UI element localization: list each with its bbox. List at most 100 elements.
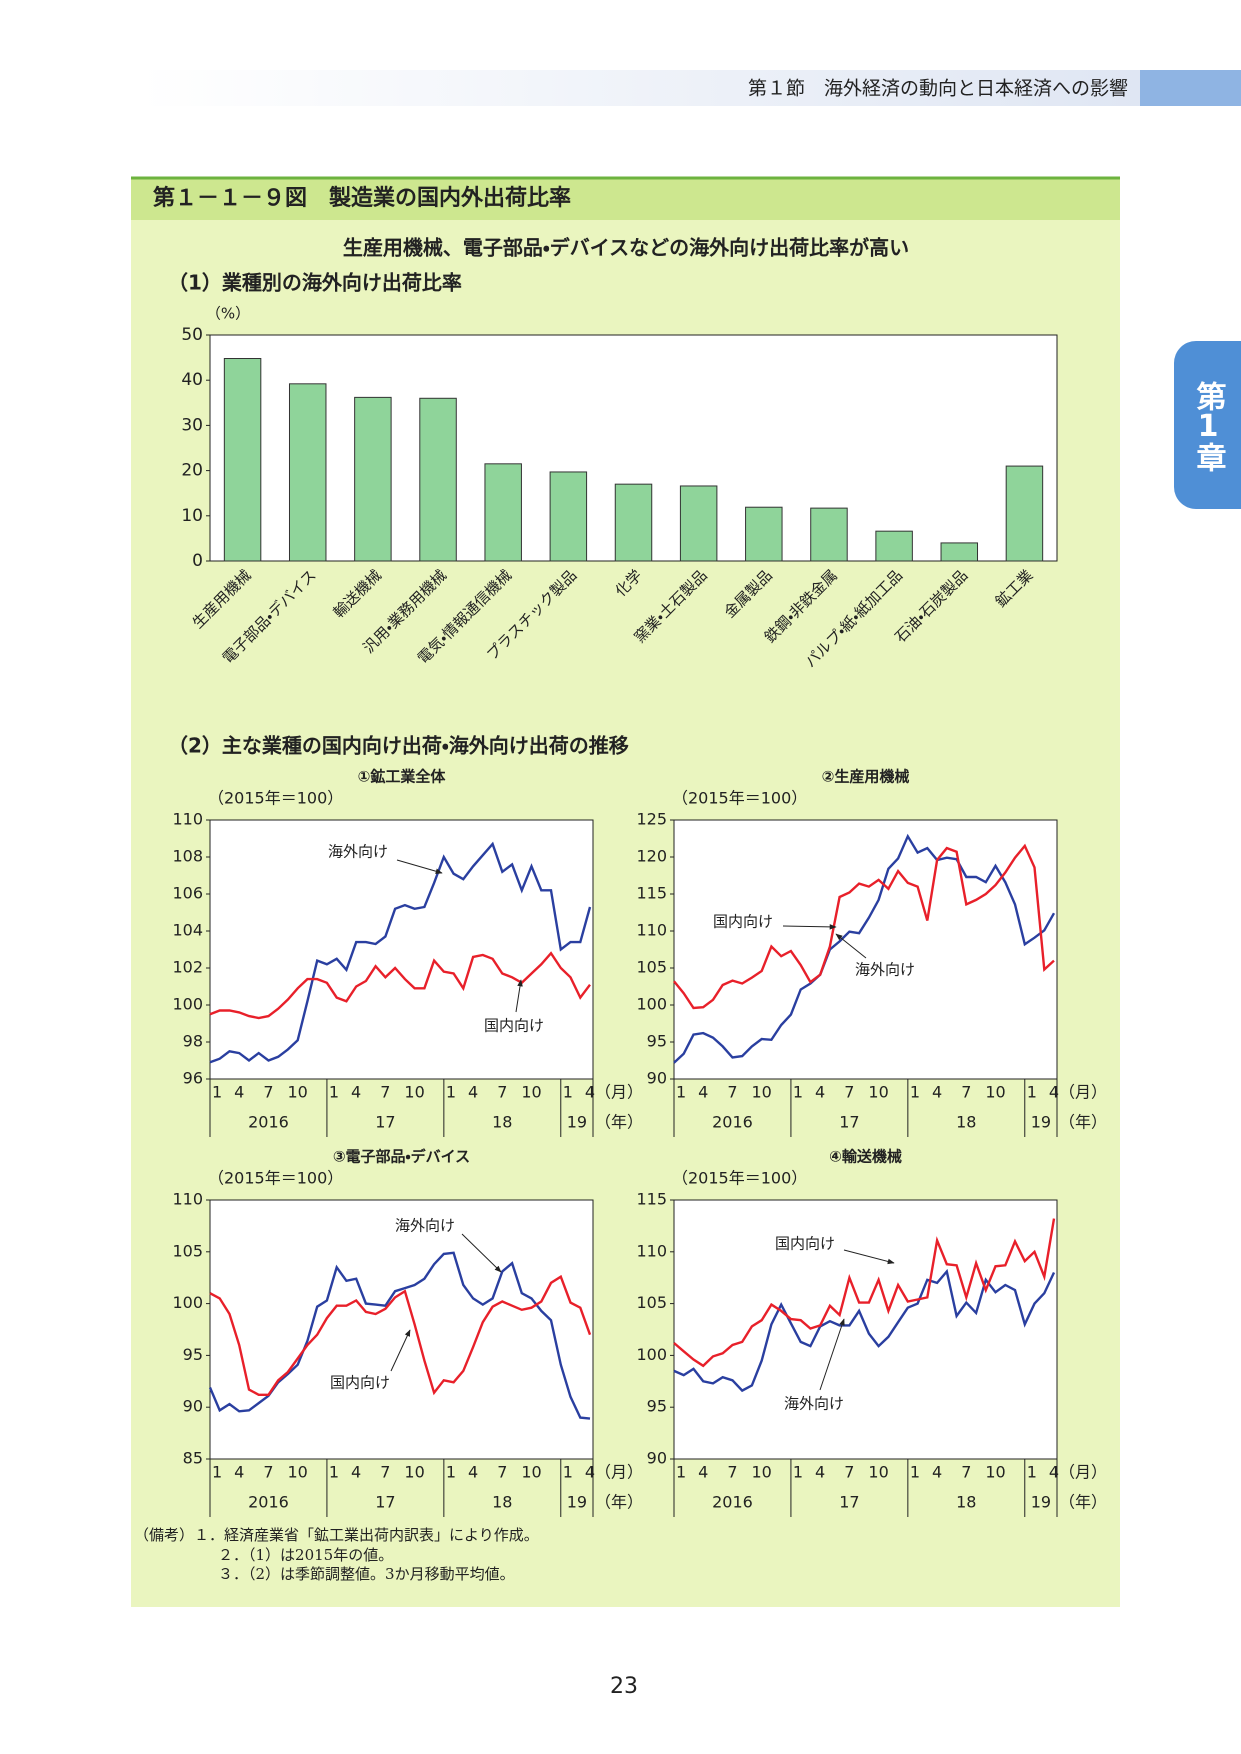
figure-subtitle: 生産用機械、電子部品・デバイスなどの海外向け出荷比率が高い [343,236,909,260]
x-tick-label: 4 [234,1463,244,1482]
year-unit: （年） [595,1493,643,1512]
series-line [209,1274,592,1396]
y-tick-label: 100 [172,995,203,1014]
year-label: 17 [839,1113,859,1132]
year-unit: （年） [595,1113,643,1132]
y-axis-label: （%） [206,305,250,323]
series-annotation: 国内向け [330,1374,390,1392]
series-annotation: 国内向け [775,1235,835,1253]
y-tick-label: 90 [647,1069,667,1088]
x-tick-label: 4 [1049,1083,1059,1102]
y-tick-label: 0 [192,551,203,571]
annotation-arrow [461,1233,502,1273]
bar [679,485,718,562]
x-tick-label: 10 [521,1463,541,1482]
series-annotation: 海外向け [784,1395,844,1413]
series-line [209,841,592,1064]
annotation-arrow [843,1249,895,1265]
bar [810,507,848,562]
x-unit: （月） [595,1463,643,1482]
y-tick-label: 100 [636,995,667,1014]
y-tick-label: 95 [647,1397,667,1416]
y-axis-label: （2015年＝100） [208,789,343,808]
x-tick-label: 4 [698,1463,708,1482]
x-tick-label: 4 [585,1463,595,1482]
x-tick-label: 7 [497,1463,507,1482]
y-tick-label: 100 [636,1345,667,1364]
year-label: 19 [1031,1493,1051,1512]
note: ２．（1）は2015年の値。 [218,1546,393,1564]
x-tick-label: 10 [752,1463,772,1482]
series-annotation: 国内向け [484,1017,544,1035]
x-tick-label: 7 [380,1083,390,1102]
x-tick-label: 1 [910,1463,920,1482]
header-band [140,70,1140,106]
x-tick-label: 4 [815,1463,825,1482]
bar [223,358,262,562]
x-tick-label: 7 [263,1463,273,1482]
bar [484,463,522,562]
plot-area [209,819,594,1080]
y-tick-label: 110 [172,1190,203,1209]
y-tick-label: 125 [636,810,667,829]
y-tick-label: 110 [172,810,203,829]
plot-area [209,1199,594,1460]
y-tick-label: 115 [636,1190,667,1209]
year-label: 2016 [248,1113,289,1132]
x-tick-label: 7 [380,1463,390,1482]
series-line [673,833,1056,1064]
figure-title: 第１－１－９図 製造業の国内外出荷比率 [152,185,571,211]
x-unit: （月） [595,1083,643,1102]
x-tick-label: 4 [468,1463,478,1482]
x-tick-label: 1 [446,1463,456,1482]
y-tick-label: 105 [636,958,667,977]
x-tick-label: 7 [961,1083,971,1102]
y-tick-label: 110 [636,921,667,940]
y-tick-label: 106 [172,884,203,903]
note: （備考）１．経済産業省「鉱工業出荷内訳表」により作成。 [134,1526,539,1544]
x-tick-label: 4 [234,1083,244,1102]
y-tick-label: 95 [647,1032,667,1051]
y-tick-label: 30 [181,415,203,435]
figure-title-bar [131,177,1120,220]
bar [745,506,783,562]
x-tick-label: 1 [329,1083,339,1102]
x-tick-label: 1 [1027,1463,1037,1482]
year-label: 19 [1031,1113,1051,1132]
x-tick-label: 7 [961,1463,971,1482]
year-label: 17 [375,1493,395,1512]
y-tick-label: 20 [181,461,203,481]
y-tick-label: 105 [172,1241,203,1260]
x-tick-label: 1 [212,1083,222,1102]
y-tick-label: 85 [183,1449,203,1468]
series-annotation: 海外向け [855,961,915,979]
annotation-arrow [390,1329,411,1372]
x-tick-label: 10 [868,1463,888,1482]
bar [614,483,653,562]
x-tick-label: 7 [727,1463,737,1482]
chapter-tab: 第1章 [1174,341,1241,509]
year-label: 17 [839,1493,859,1512]
x-unit: （月） [1059,1463,1107,1482]
annotation-arrow [819,1318,845,1391]
x-tick-label: 4 [351,1463,361,1482]
annotation-arrow [396,859,443,874]
chart-title: ③電子部品・デバイス [333,1148,470,1166]
x-tick-label: 10 [985,1083,1005,1102]
y-tick-label: 104 [172,921,203,940]
x-tick-label: 1 [212,1463,222,1482]
x-tick-label: 10 [288,1463,308,1482]
plot-area [673,1199,1058,1460]
x-tick-label: 7 [497,1083,507,1102]
x-tick-label: 1 [793,1083,803,1102]
x-tick-label: 4 [585,1083,595,1102]
x-tick-label: 4 [932,1083,942,1102]
annotation-arrow [515,979,523,1013]
plot-area [673,819,1058,1080]
year-label: 18 [492,1493,512,1512]
y-axis-label: （2015年＝100） [672,1169,807,1188]
x-tick-label: 10 [404,1463,424,1482]
x-tick-label: 1 [676,1083,686,1102]
